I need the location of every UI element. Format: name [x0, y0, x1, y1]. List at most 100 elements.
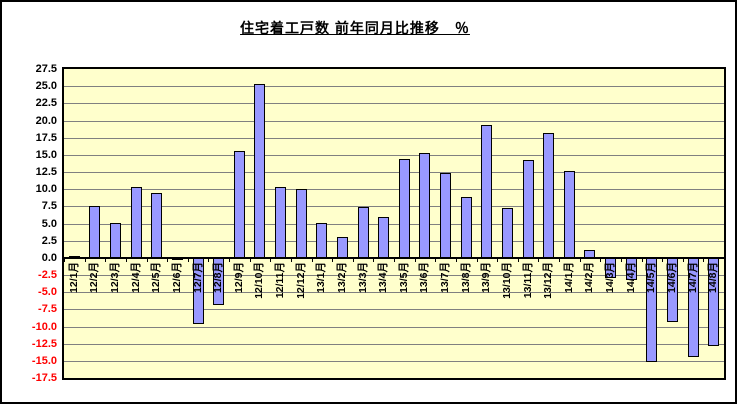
x-axis-tick [600, 258, 602, 262]
y-axis-tick-label: -15.0 [31, 354, 57, 367]
y-axis-tick-label: -12.5 [31, 337, 57, 350]
x-axis-tick-label: 13/2月 [335, 261, 348, 293]
x-axis-tick-label: 13/8月 [459, 261, 472, 293]
bar-13/5月 [398, 158, 410, 258]
gridline [64, 86, 724, 88]
x-axis-tick [270, 258, 272, 262]
x-axis-tick-label: 13/11月 [521, 261, 534, 299]
x-axis-tick-label: 13/3月 [356, 261, 369, 293]
gridline [64, 240, 724, 242]
x-axis-tick [497, 258, 499, 262]
x-axis-tick-label: 13/10月 [500, 261, 513, 299]
y-axis-tick-label: 20.0 [35, 114, 57, 127]
gridline [64, 206, 724, 208]
x-axis-tick [538, 258, 540, 262]
x-axis-tick [229, 258, 230, 262]
gridline [64, 326, 724, 328]
x-axis-tick-label: 12/8月 [212, 261, 225, 293]
x-axis-tick-label: 13/4月 [377, 261, 390, 293]
gridline [64, 223, 724, 225]
x-axis-tick [559, 258, 560, 262]
y-axis-tick-label: -17.5 [31, 372, 57, 384]
y-axis-tick-label: 7.5 [41, 200, 57, 213]
x-axis-tick-label: 13/12月 [542, 261, 555, 299]
bar-13/10月 [501, 208, 513, 258]
x-axis-tick-label: 12/2月 [88, 261, 101, 293]
bar-12/3月 [110, 222, 122, 258]
x-axis-tick [64, 258, 65, 262]
x-axis-tick-label: 14/8月 [707, 261, 720, 293]
x-axis-tick-label: 13/9月 [480, 261, 493, 293]
x-axis-tick [662, 258, 664, 262]
plot-area: 12/1月 12/2月 12/3月 12/4月 12/5月 12/6月 12/7月 12/8月… [62, 67, 726, 380]
x-axis-tick-label: 13/7月 [439, 261, 452, 293]
x-axis-tick [187, 258, 189, 262]
bar-14/1月 [563, 171, 575, 258]
gridline [64, 360, 724, 362]
y-axis-tick-label: -2.5 [38, 269, 57, 281]
x-axis-tick-label: 14/4月 [624, 261, 637, 293]
bar-13/8月 [460, 197, 472, 258]
bar-13/3月 [357, 207, 369, 258]
bar-12/11月 [275, 187, 287, 258]
bar-12/5月 [151, 192, 163, 258]
x-axis-tick-label: 14/5月 [645, 261, 658, 293]
x-axis-tick [84, 258, 86, 262]
y-axis-tick-label: 27.5 [35, 63, 57, 75]
gridline [64, 189, 724, 191]
x-axis-tick [476, 258, 478, 262]
y-axis-tick-label: -5.0 [38, 286, 57, 299]
bar-13/12月 [543, 132, 555, 258]
bar-12/9月 [233, 150, 245, 258]
x-axis-tick [414, 258, 416, 262]
x-axis-tick-label: 12/9月 [232, 261, 245, 293]
x-axis-tick [724, 258, 725, 262]
bar-12/12月 [295, 189, 307, 258]
bar-13/2月 [336, 236, 348, 258]
x-axis-tick [682, 258, 684, 262]
y-axis-tick-label: 5.0 [41, 217, 57, 230]
x-axis-tick-label: 14/1月 [562, 261, 575, 293]
y-axis-tick-label: 2.5 [41, 234, 57, 247]
bar-13/11月 [522, 159, 534, 258]
gridline [64, 137, 724, 139]
y-axis-tick-label: 15.0 [35, 148, 57, 161]
gridline [64, 120, 724, 122]
bar-13/9月 [481, 124, 493, 258]
x-axis-tick [517, 258, 519, 262]
x-axis-tick [620, 258, 622, 262]
gridline [64, 103, 724, 105]
x-axis-tick [311, 258, 313, 262]
y-axis-tick-label: 12.5 [35, 166, 57, 178]
x-axis-tick [373, 258, 375, 262]
x-axis-tick-label: 12/4月 [129, 261, 142, 293]
gridline [64, 343, 724, 345]
x-axis-tick [352, 258, 354, 262]
x-axis-tick [579, 258, 581, 262]
y-axis-tick-label: 17.5 [35, 131, 57, 144]
x-axis-tick-label: 14/7月 [686, 261, 699, 293]
x-axis-tick [167, 258, 169, 262]
bar-13/4月 [378, 217, 390, 258]
x-axis-tick-label: 12/1月 [67, 261, 80, 293]
x-axis-tick [394, 258, 395, 262]
y-axis-tick-label: -7.5 [38, 303, 57, 316]
x-axis-tick [332, 258, 334, 262]
x-axis-tick-label: 12/6月 [170, 261, 183, 293]
x-axis-tick-label: 14/2月 [583, 261, 596, 293]
bar-13/1月 [316, 222, 328, 258]
gridline [64, 172, 724, 173]
x-axis-tick-label: 14/6月 [665, 261, 678, 293]
x-axis-tick [125, 258, 127, 262]
x-axis-tick [290, 258, 292, 262]
x-axis-tick [146, 258, 148, 262]
x-axis-tick [435, 258, 437, 262]
bar-12/4月 [130, 187, 142, 258]
zero-axis-line [64, 256, 724, 259]
x-axis-tick-label: 13/6月 [418, 261, 431, 293]
gridline [64, 292, 724, 294]
bar-13/6月 [419, 152, 431, 258]
gridline [64, 154, 724, 156]
x-axis-tick-label: 12/7月 [191, 261, 204, 293]
y-axis-tick-label: 10.0 [35, 183, 57, 196]
